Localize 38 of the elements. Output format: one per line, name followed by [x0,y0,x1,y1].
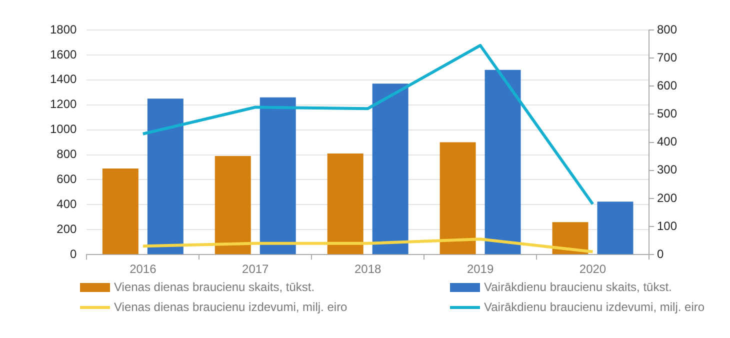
bar [214,156,251,254]
y2-tick-label: 0 [656,246,664,261]
y-tick-label: 1800 [50,22,78,36]
bar [372,84,408,254]
bar [484,70,521,254]
x-tick-label: 2016 [130,262,157,276]
y-tick-label: 800 [56,147,78,162]
y2-tick-label: 300 [656,162,678,177]
y-tick-label: 400 [56,197,78,211]
y2-tick-label: 700 [656,50,678,64]
y-tick-label: 1600 [50,47,78,62]
y2-tick-label: 200 [656,190,678,205]
y-tick-label: 1200 [50,97,78,112]
bar [260,97,296,254]
x-tick-label: 2020 [579,262,606,276]
x-tick-label: 2019 [466,262,494,276]
y2-tick-label: 800 [656,22,678,36]
bar [327,154,364,254]
x-tick-label: 2018 [354,262,382,276]
bar [147,98,184,254]
bar [102,168,138,254]
y2-tick-label: 500 [656,106,678,121]
y2-tick-label: 600 [656,78,678,92]
y2-tick-label: 100 [656,218,678,233]
y-tick-label: 600 [56,172,78,186]
y2-tick-label: 400 [656,134,678,149]
bar [552,222,588,254]
y-tick-label: 200 [56,222,78,236]
y-tick-label: 0 [70,246,78,261]
legend-label: Vienas dienas braucienu skaits, tūkst. [113,280,316,294]
x-tick-label: 2017 [242,262,270,276]
y-tick-label: 1400 [50,72,78,86]
bar [440,142,476,254]
y-tick-label: 1000 [50,122,78,136]
legend-label: Vienas dienas braucienu izdevumi, milj. eiro [113,300,348,314]
bar [597,202,634,254]
legend-label: Vairākdienu braucienu izdevumi, milj. eiro [483,300,706,314]
legend-label: Vairākdienu braucienu skaits, tūkst. [483,280,673,294]
